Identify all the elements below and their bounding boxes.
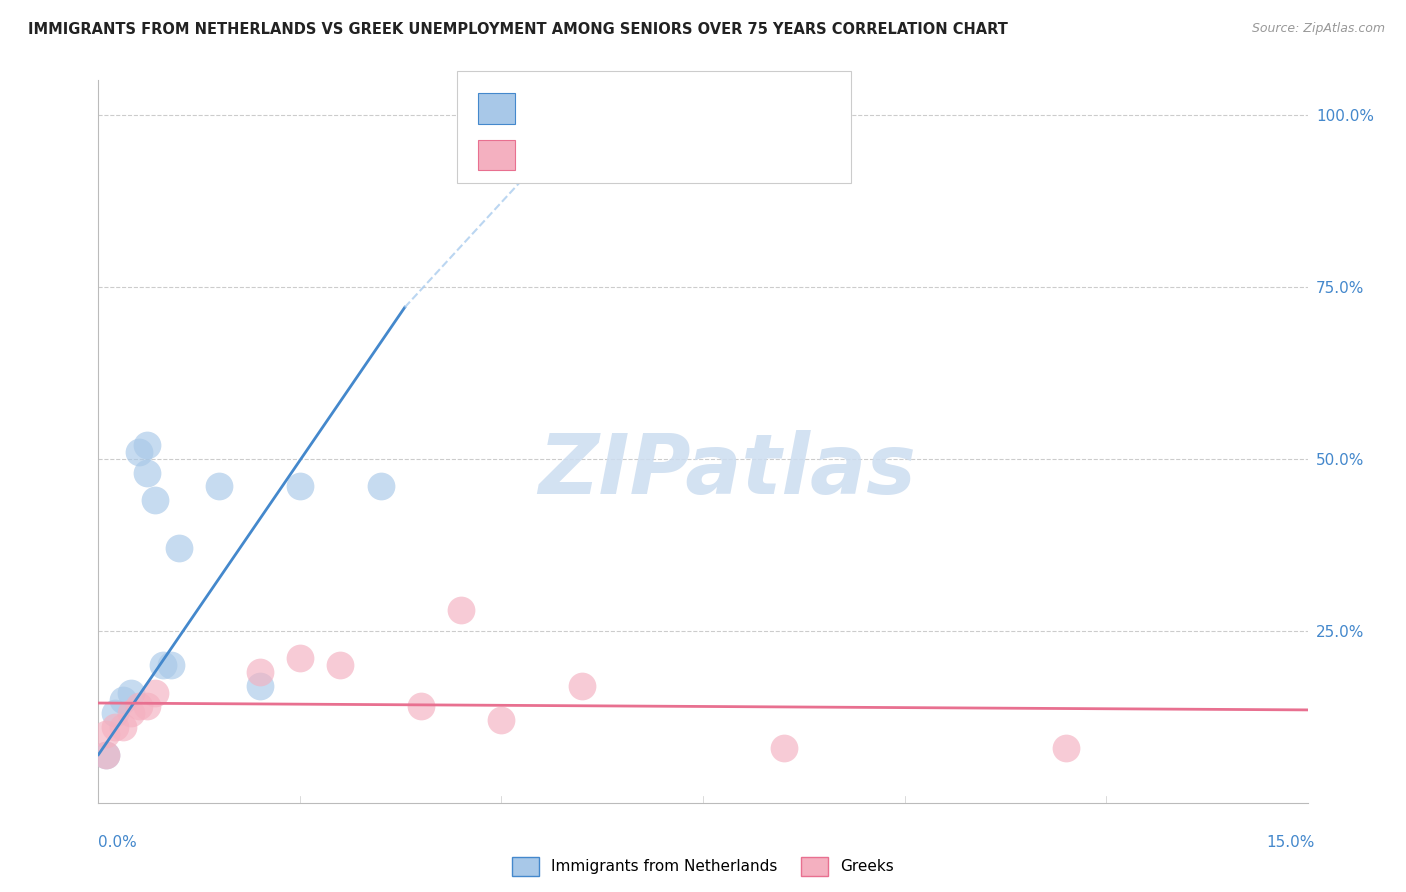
Point: [208, 479, 231, 493]
Point: [96, 747, 118, 762]
Point: [135, 438, 157, 452]
Point: [167, 541, 190, 556]
Text: N =: N =: [634, 97, 668, 112]
Point: [491, 128, 513, 143]
Text: IMMIGRANTS FROM NETHERLANDS VS GREEK UNEMPLOYMENT AMONG SENIORS OVER 75 YEARS CO: IMMIGRANTS FROM NETHERLANDS VS GREEK UNE…: [28, 22, 1008, 37]
Point: [329, 658, 352, 673]
Text: 15.0%: 15.0%: [1267, 836, 1315, 850]
Text: R =: R =: [529, 144, 562, 158]
Text: -0.043: -0.043: [571, 144, 626, 158]
Point: [120, 706, 142, 721]
Point: [160, 658, 183, 673]
Point: [128, 699, 150, 714]
Point: [128, 445, 150, 459]
Text: Source: ZipAtlas.com: Source: ZipAtlas.com: [1251, 22, 1385, 36]
Point: [143, 493, 166, 508]
Point: [772, 740, 794, 755]
Point: [152, 658, 174, 673]
Text: 16: 16: [676, 97, 697, 112]
Point: [135, 699, 157, 714]
Point: [103, 720, 125, 734]
Point: [143, 686, 166, 700]
Point: [135, 466, 157, 480]
Legend: Immigrants from Netherlands, Greeks: Immigrants from Netherlands, Greeks: [506, 851, 900, 882]
Point: [249, 665, 271, 679]
Text: R =: R =: [529, 97, 562, 112]
Point: [111, 720, 134, 734]
Point: [491, 713, 513, 727]
Point: [450, 603, 472, 617]
Text: ZIPatlas: ZIPatlas: [538, 430, 917, 511]
Point: [288, 479, 311, 493]
Point: [409, 699, 432, 714]
Point: [96, 727, 118, 741]
Point: [103, 706, 125, 721]
Point: [288, 651, 311, 665]
Text: 17: 17: [676, 144, 697, 158]
Point: [370, 479, 392, 493]
Point: [249, 679, 271, 693]
Text: N =: N =: [634, 144, 668, 158]
Text: 0.544: 0.544: [571, 97, 619, 112]
Point: [571, 679, 593, 693]
Point: [1054, 740, 1077, 755]
Point: [120, 686, 142, 700]
Point: [96, 747, 118, 762]
Point: [111, 692, 134, 706]
Text: 0.0%: 0.0%: [98, 836, 138, 850]
